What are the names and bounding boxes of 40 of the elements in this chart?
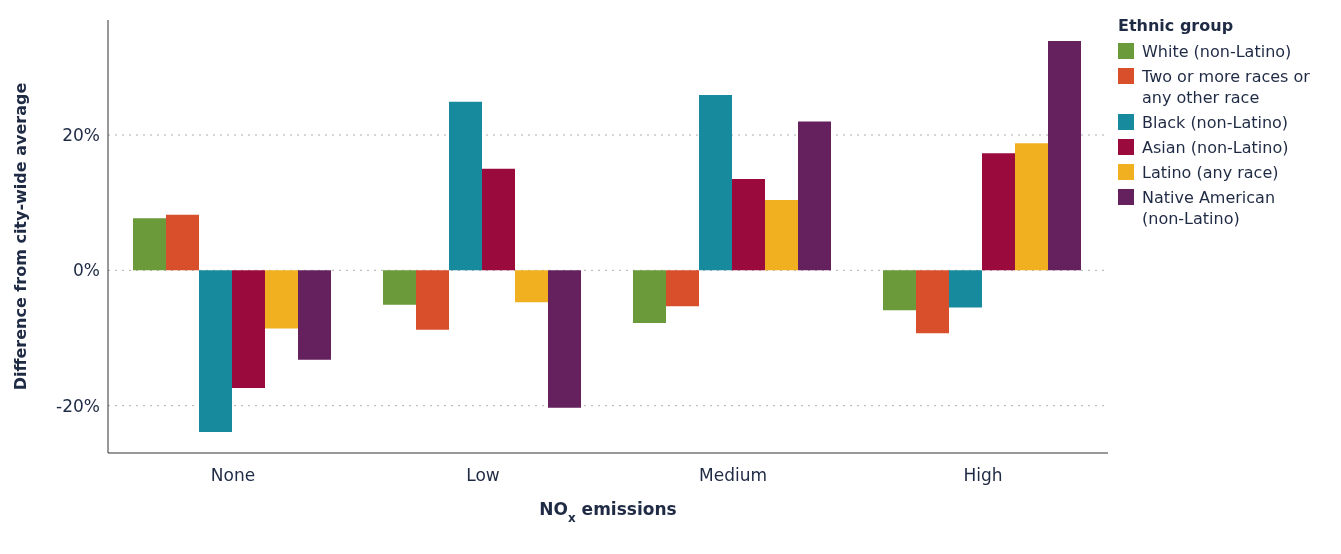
legend-title: Ethnic group (1118, 16, 1235, 35)
bar (916, 270, 949, 334)
x-axis-title: NO$_{x}$ emissions (539, 499, 677, 525)
legend-label: Two or more races or any other race (1142, 66, 1311, 108)
bar (982, 153, 1015, 271)
bar (265, 270, 298, 329)
bar (383, 270, 416, 305)
bar (232, 270, 265, 389)
bar (298, 270, 331, 360)
legend-label: Asian (non-Latino) (1142, 137, 1289, 158)
legend-label: Latino (any race) (1142, 162, 1279, 183)
y-axis-title: Difference from city-wide average (11, 82, 30, 391)
x-tick-label: None (210, 465, 256, 486)
legend-label: White (non-Latino) (1142, 41, 1292, 62)
bar (732, 178, 765, 271)
legend-label: Black (non-Latino) (1142, 112, 1289, 133)
bar (949, 270, 982, 308)
bar (133, 218, 166, 271)
bar (482, 168, 515, 271)
bar (1015, 143, 1048, 271)
x-tick-label: Medium (699, 465, 767, 486)
bar (798, 121, 831, 271)
bar (199, 270, 232, 433)
y-tick-label: 20% (62, 125, 100, 146)
legend-label: Native American (non-Latino) (1142, 187, 1277, 229)
bar (416, 270, 449, 330)
y-tick-label: 0% (73, 260, 100, 281)
bar (699, 95, 732, 271)
y-tick-label: -20% (56, 395, 100, 416)
bar (449, 101, 482, 271)
bar (633, 270, 666, 324)
x-tick-label: Low (466, 465, 500, 486)
bar (548, 270, 581, 408)
bar (765, 199, 798, 271)
bar (166, 214, 199, 271)
bar (666, 270, 699, 307)
bar (1048, 40, 1081, 271)
bar (883, 270, 916, 311)
bar (515, 270, 548, 303)
x-tick-label: High (963, 465, 1003, 486)
